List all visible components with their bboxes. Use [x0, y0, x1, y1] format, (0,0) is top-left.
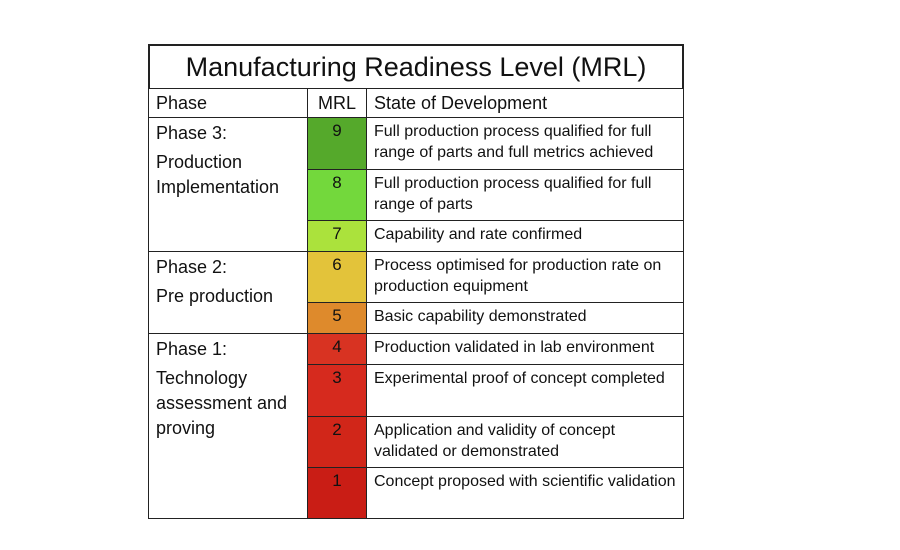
- mrl-level: 4: [307, 333, 367, 365]
- mrl-level: 3: [307, 364, 367, 417]
- mrl-level: 2: [307, 416, 367, 468]
- state-of-development: Full production process qualified for fu…: [366, 169, 684, 221]
- column-header: MRL: [307, 88, 367, 118]
- phase-cell: Phase 1: Technology assessment and provin…: [148, 333, 308, 519]
- mrl-level: 9: [307, 117, 367, 170]
- phase-label: Phase 1:: [156, 339, 228, 359]
- mrl-level: 5: [307, 302, 367, 334]
- state-of-development: Application and validity of concept vali…: [366, 416, 684, 468]
- phase-label: Phase 3:: [156, 123, 228, 143]
- state-of-development: Concept proposed with scientific validat…: [366, 467, 684, 519]
- mrl-level: 8: [307, 169, 367, 221]
- table-title: Manufacturing Readiness Level (MRL): [148, 44, 684, 89]
- mrl-level: 1: [307, 467, 367, 519]
- state-of-development: Process optimised for production rate on…: [366, 251, 684, 303]
- phase-description: Production Implementation: [156, 152, 280, 197]
- mrl-level: 7: [307, 220, 367, 252]
- phase-label: Phase 2:: [156, 257, 228, 277]
- column-header: State of Development: [366, 88, 684, 118]
- state-of-development: Full production process qualified for fu…: [366, 117, 684, 170]
- phase-description: Pre production: [156, 286, 274, 306]
- state-of-development: Production validated in lab environment: [366, 333, 684, 365]
- phase-cell: Phase 3: Production Implementation: [148, 117, 308, 252]
- state-of-development: Capability and rate confirmed: [366, 220, 684, 252]
- mrl-level: 6: [307, 251, 367, 303]
- state-of-development: Basic capability demonstrated: [366, 302, 684, 334]
- phase-cell: Phase 2: Pre production: [148, 251, 308, 334]
- state-of-development: Experimental proof of concept completed: [366, 364, 684, 417]
- phase-description: Technology assessment and proving: [156, 368, 288, 438]
- column-header: Phase: [148, 88, 308, 118]
